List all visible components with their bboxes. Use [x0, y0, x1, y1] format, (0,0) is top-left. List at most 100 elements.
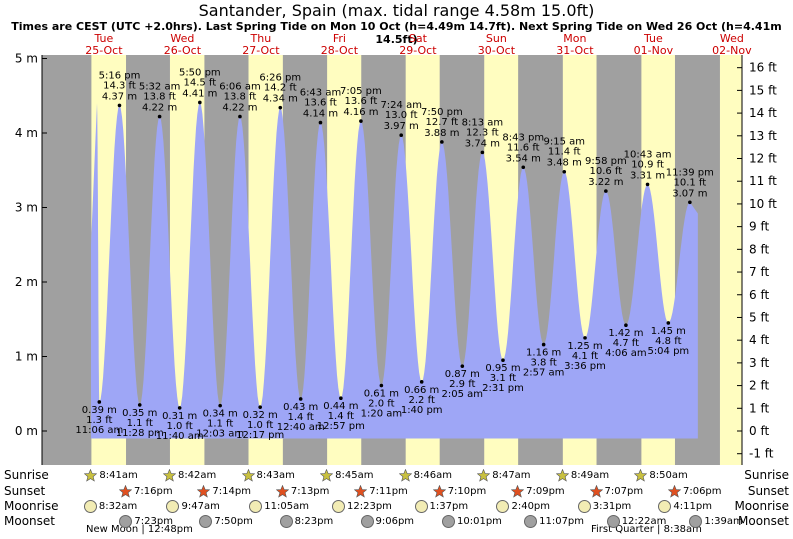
y-tick-label-ft: 2 ft	[749, 379, 769, 393]
day-weekday-label: Mon	[563, 32, 586, 45]
sunrise-item: 8:42am	[162, 468, 216, 482]
moonrise-time: 3:31pm	[592, 501, 632, 512]
sunset-star-icon	[667, 484, 682, 498]
low-tide-ft: 1.0 ft	[247, 420, 273, 431]
sunset-label-right: Sunset	[747, 484, 789, 498]
day-date-label: 31-Oct	[556, 44, 594, 57]
sunrise-star-icon	[634, 468, 648, 482]
sunrise-star-icon	[555, 468, 570, 482]
y-tick-label-ft: 9 ft	[749, 220, 769, 234]
high-tide-time: 8:43 pm	[502, 132, 544, 143]
low-tide-ft: 4.8 ft	[655, 336, 681, 347]
high-tide-m: 3.88 m	[424, 128, 459, 139]
low-tide-m: 1.16 m	[526, 348, 561, 359]
high-tide-ft: 13.8 ft	[143, 92, 176, 103]
sunrise-star-icon	[241, 468, 255, 482]
low-tide-time: 2:05 am	[442, 389, 484, 400]
sunset-star-icon	[118, 484, 133, 498]
sunset-item: 7:11pm	[353, 484, 408, 498]
moonrise-icon	[249, 500, 263, 513]
tide-point	[501, 358, 505, 363]
sunset-time: 7:06pm	[682, 486, 722, 497]
tide-point	[562, 169, 567, 174]
tide-point	[298, 397, 303, 401]
tide-point	[541, 342, 546, 347]
y-tick-label-ft: 0 ft	[749, 424, 769, 438]
low-tide-ft: 4.7 ft	[613, 338, 639, 349]
sunset-star-icon	[353, 484, 368, 498]
high-tide-ft: 13.0 ft	[385, 110, 418, 121]
low-tide-ft: 4.1 ft	[572, 351, 598, 362]
sunrise-row: Sunrise Sunrise	[0, 468, 793, 484]
moonset-icon	[442, 515, 455, 528]
moonset-item: 12:22am	[606, 515, 667, 528]
high-tide-ft: 13.6 ft	[304, 98, 337, 109]
low-tide-time: 4:06 am	[605, 348, 647, 359]
low-tide-time: 11:28 pm	[116, 428, 164, 439]
high-tide-ft: 10.1 ft	[673, 177, 706, 188]
high-tide-m: 3.97 m	[384, 121, 419, 132]
low-tide-time: 1:40 pm	[401, 405, 443, 416]
low-tide-ft: 3.8 ft	[530, 358, 556, 369]
high-tide-ft: 14.5 ft	[183, 77, 216, 88]
y-tick-label-m: 1 m	[15, 350, 38, 364]
high-tide-ft: 14.3 ft	[103, 80, 136, 91]
high-tide-time: 5:16 pm	[99, 70, 141, 81]
moonrise-item: 2:40pm	[496, 500, 550, 513]
moonset-icon	[199, 515, 213, 528]
y-tick-label-ft: 10 ft	[749, 197, 777, 211]
high-tide-m: 3.07 m	[672, 188, 707, 199]
high-tide-m: 4.14 m	[303, 109, 338, 120]
moonrise-label-right: Moonrise	[734, 499, 789, 513]
y-tick-label-ft: 1 ft	[749, 401, 769, 415]
chart-subtitle: Times are CEST (UTC +2.0hrs). Last Sprin…	[11, 20, 782, 46]
moonset-time: 12:22am	[621, 516, 667, 527]
moonset-item: 11:07pm	[524, 515, 584, 528]
moonset-time: 7:50pm	[214, 516, 253, 527]
y-tick-label-ft: -1 ft	[749, 447, 774, 461]
sunset-item: 7:13pm	[275, 484, 329, 498]
tide-point	[238, 114, 242, 119]
high-tide-ft: 13.8 ft	[224, 92, 257, 103]
day-weekday-label: Sat	[409, 32, 428, 45]
moonrise-icon	[658, 500, 672, 513]
day-weekday-label: Wed	[170, 32, 194, 45]
y-tick-label-ft: 8 ft	[749, 242, 769, 256]
high-tide-time: 6:26 pm	[259, 73, 301, 84]
moonset-time: 1:39am	[704, 516, 743, 527]
moonrise-icon	[577, 500, 591, 513]
sunrise-star-icon	[398, 468, 412, 482]
low-tide-m: 0.35 m	[122, 408, 157, 419]
sunrise-item: 8:47am	[476, 468, 531, 482]
chart-title: Santander, Spain (max. tidal range 4.58m…	[198, 1, 595, 20]
high-tide-m: 3.22 m	[588, 177, 623, 188]
high-tide-time: 7:05 pm	[340, 86, 382, 97]
high-tide-m: 3.74 m	[465, 138, 500, 149]
day-date-label: 25-Oct	[85, 44, 123, 57]
low-tide-time: 12:03 am	[196, 429, 244, 440]
sunrise-star-icon	[84, 468, 98, 482]
tide-point	[666, 321, 671, 325]
tide-point	[440, 140, 444, 144]
y-tick-label-ft: 4 ft	[749, 333, 769, 347]
moonrise-icon	[166, 500, 180, 513]
moonrise-label: Moonrise	[4, 499, 59, 513]
sunrise-item: 8:41am	[84, 468, 138, 482]
tide-point	[460, 364, 465, 368]
high-tide-ft: 14.2 ft	[264, 83, 297, 94]
sunset-item: 7:10pm	[432, 484, 487, 498]
tide-point	[177, 406, 182, 410]
sunset-time: 7:10pm	[447, 486, 487, 497]
low-tide-m: 0.61 m	[364, 389, 399, 400]
moonset-item: 7:50pm	[199, 515, 253, 528]
high-tide-ft: 13.6 ft	[345, 96, 378, 107]
y-tick-label-m: 2 m	[15, 275, 38, 289]
sunrise-item: 8:43am	[241, 468, 295, 482]
sunset-star-icon	[510, 484, 525, 498]
moonrise-time: 8:32am	[98, 501, 138, 512]
moonrise-icon	[332, 500, 345, 513]
low-tide-ft: 2.2 ft	[409, 395, 435, 406]
y-tick-label-ft: 13 ft	[749, 129, 777, 143]
y-tick-label-m: 0 m	[15, 424, 38, 438]
